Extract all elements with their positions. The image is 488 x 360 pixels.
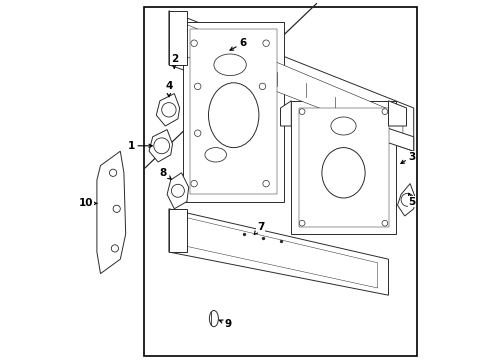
Text: 4: 4 (165, 81, 172, 97)
Circle shape (194, 83, 201, 90)
Circle shape (162, 103, 176, 117)
Polygon shape (156, 94, 179, 126)
Polygon shape (190, 29, 276, 194)
Circle shape (299, 220, 305, 226)
Circle shape (190, 40, 197, 46)
Polygon shape (387, 101, 406, 126)
Circle shape (153, 138, 169, 154)
Circle shape (190, 180, 197, 187)
Circle shape (381, 220, 387, 226)
Polygon shape (183, 22, 284, 202)
Ellipse shape (213, 54, 246, 76)
Polygon shape (179, 216, 377, 288)
Polygon shape (97, 151, 125, 274)
Circle shape (400, 193, 413, 206)
Circle shape (113, 205, 120, 212)
Circle shape (194, 130, 201, 136)
Polygon shape (397, 184, 415, 216)
Text: 5: 5 (407, 193, 415, 207)
Ellipse shape (208, 83, 258, 148)
Circle shape (263, 180, 269, 187)
Circle shape (381, 109, 387, 114)
Text: 2: 2 (170, 54, 178, 68)
Polygon shape (298, 108, 387, 227)
Polygon shape (280, 101, 291, 126)
Text: 3: 3 (400, 152, 415, 163)
Text: 9: 9 (219, 319, 231, 329)
Ellipse shape (321, 148, 365, 198)
Circle shape (109, 169, 117, 176)
Circle shape (111, 245, 118, 252)
Polygon shape (168, 209, 186, 252)
Text: 1: 1 (127, 141, 152, 151)
Circle shape (171, 184, 184, 197)
Text: 8: 8 (160, 168, 171, 179)
Polygon shape (381, 126, 413, 151)
Polygon shape (149, 130, 172, 162)
Ellipse shape (209, 310, 218, 327)
Polygon shape (168, 209, 387, 295)
Bar (143, 7, 416, 356)
Circle shape (263, 40, 269, 46)
Polygon shape (168, 11, 186, 65)
Text: 10: 10 (79, 198, 97, 208)
Polygon shape (167, 173, 188, 209)
Polygon shape (168, 11, 413, 151)
Polygon shape (179, 22, 402, 140)
Text: 7: 7 (254, 222, 264, 235)
Circle shape (259, 83, 265, 90)
Circle shape (299, 109, 305, 114)
Polygon shape (291, 101, 395, 234)
Text: 6: 6 (229, 38, 246, 50)
Ellipse shape (330, 117, 355, 135)
Ellipse shape (204, 148, 226, 162)
